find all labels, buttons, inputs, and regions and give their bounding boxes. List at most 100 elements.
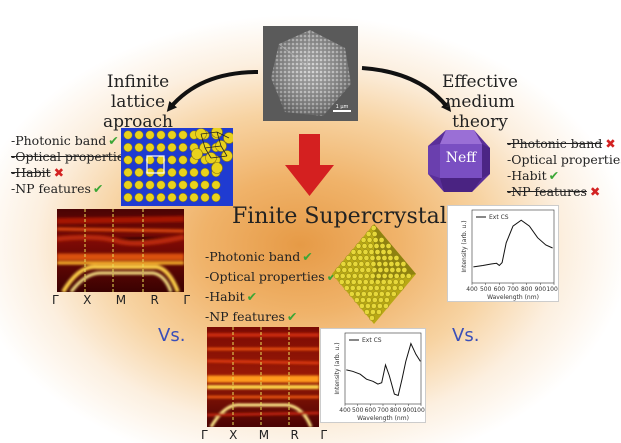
nanoparticle (167, 143, 177, 152)
crystal-nanoparticle (354, 297, 360, 303)
red-down-arrow (285, 134, 334, 196)
crystal-nanoparticle (369, 255, 376, 261)
feature-item: -Habit ✔ (507, 168, 621, 184)
k-point-label: Γ (320, 428, 327, 442)
crystal-nanoparticle (352, 261, 359, 267)
plot-frame (344, 332, 422, 405)
x-tick-label: 500 (352, 407, 364, 414)
supercrystal-illustration (327, 218, 421, 330)
crystal-nanoparticle (367, 285, 374, 291)
nanoparticle (156, 193, 166, 202)
effective-medium-title: Effective medium theory (441, 72, 518, 132)
crystal-nanoparticle (351, 273, 358, 279)
crystal-nanoparticle (374, 249, 381, 255)
crystal-nanoparticle (357, 255, 364, 261)
crystal-nanoparticle (365, 303, 371, 309)
vs-label-left: Vs. (158, 325, 186, 346)
crystal-nanoparticle (355, 285, 362, 291)
arrow-to-effective (361, 66, 452, 112)
nanoparticle (123, 180, 133, 190)
x-tick-label: 900 (403, 407, 415, 414)
crystal-nanoparticle (388, 261, 395, 267)
crystal-nanoparticle (372, 297, 378, 303)
crystal-nanoparticle (376, 261, 383, 267)
nanoparticle (178, 168, 188, 177)
extinction-curve (473, 219, 553, 268)
vs-label-right: Vs. (452, 325, 480, 346)
crystal-nanoparticle (373, 285, 380, 291)
crystal-nanoparticle (386, 279, 393, 285)
nanoparticle (134, 168, 144, 177)
crystal-nanoparticle (379, 243, 386, 249)
crystal-nanoparticle (392, 279, 399, 285)
crystal-nanoparticle (350, 279, 357, 285)
x-tick-label: 600 (494, 286, 506, 293)
crystal-nanoparticle (391, 285, 398, 291)
check-icon: ✔ (246, 289, 258, 304)
nanoparticle (156, 143, 166, 152)
crystal-nanoparticle (385, 291, 391, 297)
crystal-nanoparticle (343, 285, 350, 291)
nanoparticle (145, 193, 155, 202)
crystal-nanoparticle (399, 273, 406, 279)
crystal-nanoparticle (393, 273, 400, 279)
nanoparticle (134, 143, 144, 152)
crystal-nanoparticle (386, 249, 393, 255)
crystal-nanoparticle (380, 279, 387, 285)
feature-item: -NP features ✖ (507, 184, 621, 200)
x-tick-label: 1000 (546, 286, 558, 293)
crystal-nanoparticle (383, 267, 390, 273)
x-tick-label: 800 (521, 286, 533, 293)
nanoparticle (178, 180, 188, 190)
crystal-nanoparticle (373, 291, 379, 297)
crystal-nanoparticle (335, 267, 342, 273)
cross-icon: ✖ (53, 165, 65, 180)
nanoparticle (134, 155, 144, 165)
feature-label: -NP features (11, 181, 91, 196)
crystal-nanoparticle (391, 291, 397, 297)
lattice-illustration (121, 126, 235, 206)
cross-icon: ✖ (589, 184, 601, 199)
nanoparticle (156, 180, 166, 190)
nanoparticle (200, 168, 210, 177)
x-tick-label: 700 (507, 286, 519, 293)
nanoparticle (178, 155, 188, 165)
crystal-nanoparticle (379, 291, 385, 297)
legend-label: Ext CS (489, 214, 509, 221)
crystal-nanoparticle (341, 267, 348, 273)
crystal-nanoparticle (371, 231, 378, 237)
y-axis-label: Intensity (arb. u.) (461, 220, 468, 272)
crystal-nanoparticle (362, 249, 369, 255)
nanoparticle (167, 155, 177, 165)
nanoparticle (123, 130, 133, 140)
crystal-nanoparticle (350, 249, 357, 255)
feature-label: -Habit (11, 165, 51, 180)
crystal-nanoparticle (394, 261, 401, 267)
check-icon: ✔ (302, 249, 313, 264)
crystal-nanoparticle (389, 267, 396, 273)
crystal-nanoparticle (365, 231, 372, 237)
x-axis-label: Wavelength (nm) (487, 294, 539, 301)
x-axis-label: Wavelength (nm) (357, 415, 409, 422)
feature-label: -Optical properties (507, 152, 621, 167)
feature-label: -Habit (507, 168, 547, 183)
feature-item: -NP features ✔ (11, 181, 144, 197)
legend-label: Ext CS (362, 337, 382, 344)
crystal-nanoparticle (371, 267, 378, 273)
crystal-nanoparticle (367, 243, 374, 249)
feature-label: -Photonic band (205, 249, 301, 264)
nanoparticle (211, 193, 221, 202)
crystal-nanoparticle (384, 297, 390, 303)
crystal-nanoparticle (374, 279, 381, 285)
unit-cell-square (146, 155, 165, 174)
neff-label: Neff (445, 150, 477, 166)
crystal-nanoparticle (355, 243, 362, 249)
k-point-label: R (150, 293, 159, 307)
feature-item: -Photonic band ✔ (205, 247, 337, 267)
feature-item: -Optical properties✔ (507, 152, 621, 168)
crystal-nanoparticle (359, 303, 365, 309)
band-structure-finite (206, 327, 320, 428)
extinction-curve (346, 342, 421, 397)
